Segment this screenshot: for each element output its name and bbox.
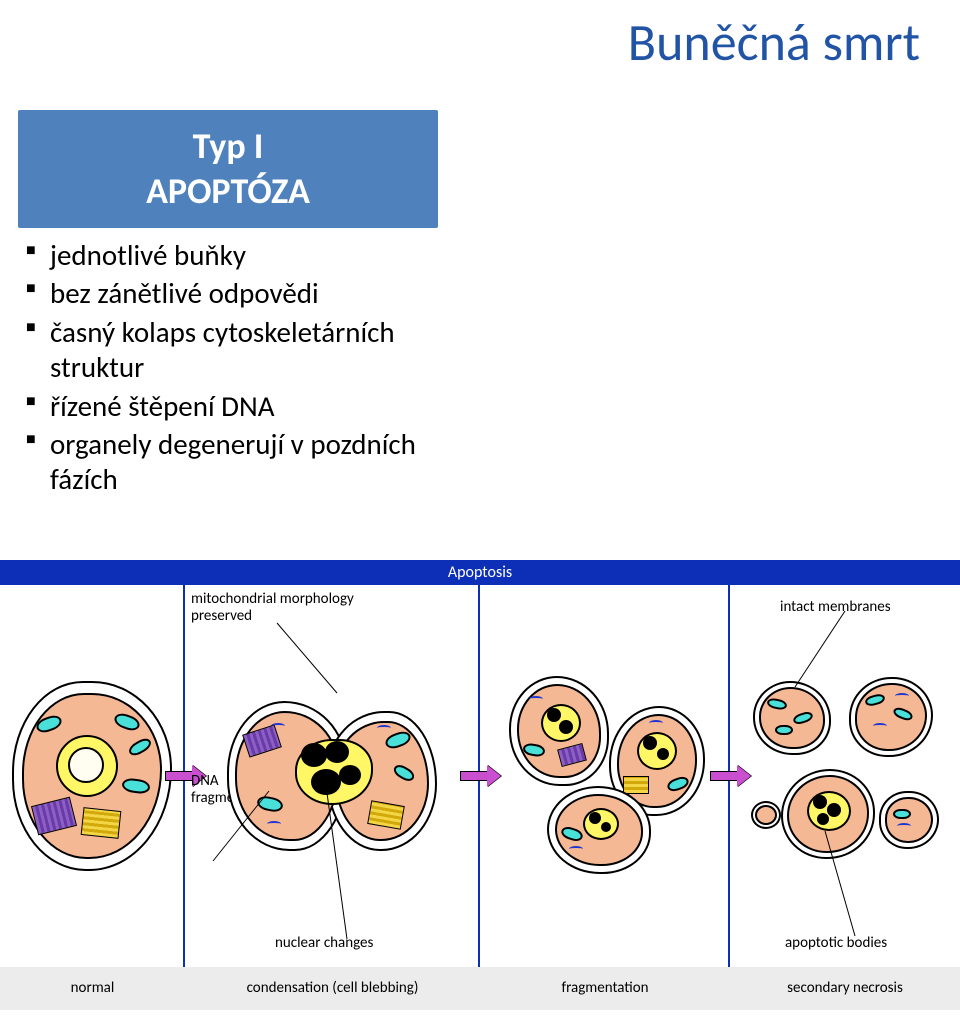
annotation-apoptotic-bodies: apoptotic bodies bbox=[785, 935, 887, 952]
annotation-nuclear-changes: nuclear changes bbox=[275, 935, 373, 952]
cell-blebbing bbox=[227, 671, 437, 881]
cell-fragmentation bbox=[499, 676, 709, 876]
bullet-item: organely degenerují v pozdních fázích bbox=[26, 427, 434, 498]
stage-secondary-necrosis: intact membranes apoptotic bodies bbox=[730, 585, 960, 967]
bullet-item: jednotlivé buňky bbox=[26, 238, 434, 273]
type-box: Typ I APOPTÓZA jednotlivé buňky bez záně… bbox=[18, 110, 438, 511]
stage-label-row: normal condensation (cell blebbing) frag… bbox=[0, 967, 960, 1003]
type-body: jednotlivé buňky bez zánětlivé odpovědi … bbox=[18, 228, 438, 511]
stage-label: normal bbox=[0, 967, 185, 1003]
bullet-list: jednotlivé buňky bez zánětlivé odpovědi … bbox=[26, 238, 434, 498]
stage-normal bbox=[0, 585, 185, 967]
diagram-stage-row: mitochondrial morphologypreserved DNAfra… bbox=[0, 585, 960, 967]
page-title: Buněčná smrt bbox=[628, 10, 920, 74]
bullet-item: řízené štěpení DNA bbox=[26, 389, 434, 424]
stage-label: fragmentation bbox=[480, 967, 730, 1003]
stage-condensation: mitochondrial morphologypreserved DNAfra… bbox=[185, 585, 480, 967]
annotation-intact-membranes: intact membranes bbox=[780, 599, 891, 616]
diagram-titlebar: Apoptosis bbox=[0, 560, 960, 585]
type-header-line2: APOPTÓZA bbox=[146, 169, 310, 213]
cell-normal bbox=[12, 681, 172, 871]
bullet-item: časný kolaps cytoskeletárních struktur bbox=[26, 315, 434, 386]
type-header: Typ I APOPTÓZA bbox=[18, 110, 438, 228]
apoptosis-diagram: Apoptosis mitochondrial morphologypreser… bbox=[0, 560, 960, 1010]
type-header-line1: Typ I bbox=[193, 124, 264, 168]
cell-apoptotic-bodies bbox=[745, 671, 945, 881]
stage-fragmentation bbox=[480, 585, 730, 967]
connector-lines bbox=[725, 571, 960, 951]
stage-label: secondary necrosis bbox=[730, 967, 960, 1003]
annotation-mito-preserved: mitochondrial morphologypreserved bbox=[191, 591, 354, 626]
stage-label: condensation (cell blebbing) bbox=[185, 967, 480, 1003]
bullet-item: bez zánětlivé odpovědi bbox=[26, 276, 434, 311]
